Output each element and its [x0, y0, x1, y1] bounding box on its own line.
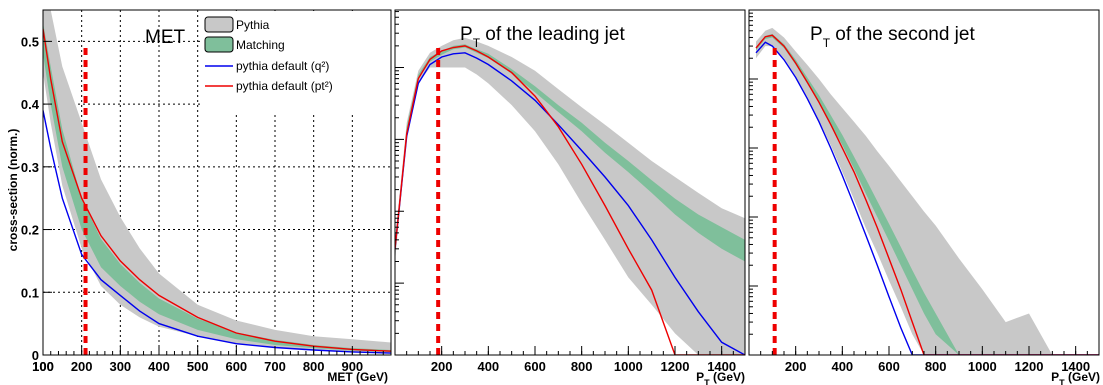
met-frame [42, 9, 392, 356]
legend-swatch-matching [204, 36, 234, 53]
second-jet-ticks: 200 400 600 800 1000 1200 1400 [748, 12, 1100, 374]
met-panel: 100 200 300 400 500 600 700 800 90010000.10.20.3… [6, 9, 392, 384]
leading-jet-band-matching [395, 44, 745, 262]
y-tick-label: 0.4 [21, 97, 40, 112]
x-tick-label: 1200 [1015, 359, 1044, 374]
x-tick-label: 1000 [614, 359, 643, 374]
met-ticks: 100 200 300 400 500 600 700 800 90010000.10.20.3… [21, 34, 392, 374]
x-tick-label: 500 [187, 359, 209, 374]
met-title: MET [145, 27, 186, 48]
y-tick-label: 0.3 [21, 160, 39, 175]
met-band-pythia [43, 10, 391, 354]
legend-label-pt2: pythia default (pt²) [236, 79, 333, 93]
legend-label-q2: pythia default (q²) [236, 59, 329, 73]
x-tick-label: 700 [264, 359, 286, 374]
second-jet-plot-area [755, 27, 1099, 355]
legend: Pythia Matching pythia default (q²) pyth… [200, 11, 390, 115]
x-tick-label: 100 [32, 359, 54, 374]
second-jet-xlabel: PT (GeV) [1051, 370, 1100, 385]
x-tick-label: 1200 [661, 359, 690, 374]
x-tick-label: 200 [71, 359, 93, 374]
legend-label-pythia: Pythia [236, 18, 270, 32]
leading-jet-line-pt2 [395, 45, 745, 355]
leading-jet-series-group [395, 37, 745, 355]
met-ylabel: cross-section (norm.) [6, 129, 20, 252]
met-plot-area [43, 10, 391, 355]
met-line-pt2 [43, 28, 391, 352]
x-tick-label: 600 [225, 359, 247, 374]
x-tick-label: 400 [148, 359, 170, 374]
second-jet-panel: 200 400 600 800 1000 1200 1400 PT of the secon… [748, 9, 1100, 385]
leading-jet-ticks: 200 400 600 800 1000 1200 1400 [394, 9, 746, 374]
x-tick-label: 800 [925, 359, 947, 374]
second-jet-title: PT of the second jet [810, 24, 975, 50]
leading-jet-line-q2 [395, 52, 745, 355]
x-tick-label: 200 [431, 359, 453, 374]
x-tick-label: 800 [571, 359, 593, 374]
x-tick-label: 200 [785, 359, 807, 374]
y-tick-label: 0.1 [21, 285, 39, 300]
second-jet-band-pythia [756, 27, 1099, 355]
x-tick-label: 600 [524, 359, 546, 374]
y-tick-label: 0.5 [21, 34, 39, 49]
leading-jet-xlabel: PT (GeV) [696, 370, 745, 385]
x-tick-label: 800 [303, 359, 325, 374]
x-tick-label: 1400 [1061, 359, 1090, 374]
x-tick-label: 400 [477, 359, 499, 374]
x-tick-label: 400 [831, 359, 853, 374]
met-line-q2 [43, 110, 391, 354]
met-xlabel: MET (GeV) [327, 370, 388, 384]
x-tick-label: 600 [878, 359, 900, 374]
x-tick-label: 1400 [707, 359, 736, 374]
met-series-group [43, 10, 391, 354]
legend-label-matching: Matching [236, 38, 285, 52]
x-tick-label: 900 [341, 359, 363, 374]
leading-jet-band-pythia [395, 37, 745, 355]
second-jet-line-pt2 [755, 34, 1099, 355]
legend-swatch-pythia [204, 16, 234, 33]
leading-jet-plot-area [395, 37, 745, 355]
x-tick-label: 300 [109, 359, 131, 374]
x-tick-label: 1000 [968, 359, 997, 374]
y-tick-label: 0.2 [21, 223, 39, 238]
second-jet-series-group [755, 27, 1099, 355]
second-jet-line-q2 [755, 41, 1099, 355]
leading-jet-panel: 200 400 600 800 1000 1200 1400 PT of the leadi… [394, 9, 746, 385]
y-tick-label: 0 [32, 348, 39, 363]
x-tick-label: 100 [32, 359, 54, 374]
